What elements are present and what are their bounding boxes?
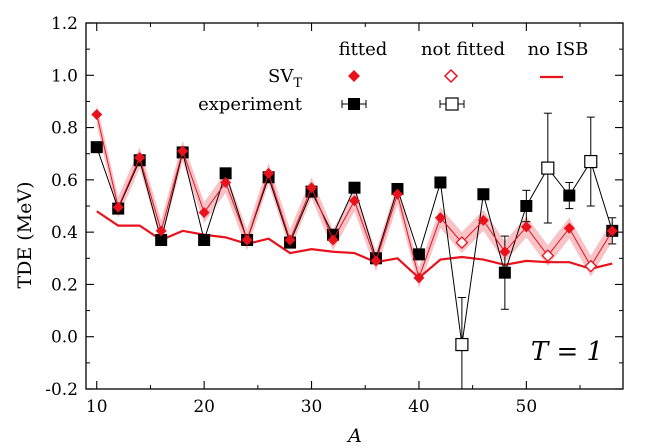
- experiment-point-fitted: [520, 200, 533, 212]
- experiment-point-not-fitted: [584, 154, 598, 169]
- legend-col-no-isb: no ISB: [528, 39, 589, 60]
- y-tick-label: 0.0: [51, 328, 78, 348]
- sv-point-fitted: [198, 207, 210, 219]
- sv-point-fitted: [91, 109, 103, 120]
- sv-point-fitted: [263, 167, 275, 179]
- experiment-point-fitted: [498, 266, 511, 279]
- sv-point-not-fitted: [541, 249, 555, 263]
- y-tick-label: -0.2: [45, 380, 78, 400]
- y-axis-title: TDE (MeV): [14, 181, 36, 288]
- experiment-point-fitted: [348, 181, 361, 194]
- x-tick-label: 50: [516, 397, 538, 417]
- sv-point-fitted: [284, 234, 296, 246]
- y-tick-label: 1.0: [51, 66, 78, 86]
- legend-col-not-fitted: not fitted: [421, 39, 505, 60]
- y-tick-label: 0.2: [51, 275, 78, 295]
- experiment-point-fitted: [434, 176, 447, 189]
- sv-point-fitted: [155, 225, 167, 237]
- legend-col-fitted: fitted: [339, 39, 388, 60]
- legend-row-sv-sub: T: [293, 76, 302, 91]
- legend-row-sv-main: SV: [268, 66, 294, 87]
- y-tick-label: 0.8: [51, 119, 78, 139]
- x-tick-label: 40: [408, 397, 430, 417]
- legend-row-experiment: experiment: [198, 94, 303, 115]
- sv-point-fitted: [434, 212, 446, 224]
- axis-frame-layer: [85, 22, 624, 390]
- sv-point-not-fitted: [584, 259, 598, 273]
- sv-point-fitted: [477, 214, 489, 226]
- sv-point-not-fitted: [455, 236, 469, 250]
- sv-point-fitted: [220, 176, 232, 188]
- experiment-point-fitted: [198, 233, 211, 246]
- sv-point-fitted: [391, 188, 403, 200]
- no-isb-line-layer: [96, 210, 613, 280]
- no-isb-line: [96, 210, 613, 280]
- sv-point-fitted: [499, 246, 511, 258]
- sv-point-fitted: [241, 234, 253, 246]
- experiment-point-fitted: [412, 248, 425, 261]
- sv-point-fitted: [520, 221, 532, 233]
- annotation-t-equals-1: T = 1: [531, 337, 603, 367]
- experiment-point-fitted: [477, 188, 490, 201]
- experiment-point-fitted: [563, 189, 576, 202]
- experiment-point-fitted: [155, 233, 168, 246]
- experiment-point-fitted: [90, 141, 103, 154]
- y-tick-label: 0.4: [51, 223, 78, 243]
- experiment-point-not-fitted: [541, 161, 555, 175]
- sv-point-fitted: [413, 272, 425, 284]
- sv-point-fitted: [563, 222, 575, 234]
- sv-point-fitted: [349, 195, 360, 207]
- sv-point-fitted: [177, 145, 189, 157]
- experiment-point-fitted: [219, 167, 232, 180]
- x-tick-label: 10: [86, 397, 108, 417]
- sv-point-fitted: [327, 234, 339, 246]
- experiment-point-not-fitted: [455, 337, 469, 352]
- annotation-text: T = 1: [531, 337, 603, 367]
- legend-exp-notfitted-symbol: [439, 97, 465, 111]
- sv-point-fitted: [370, 255, 382, 267]
- sv-point-fitted: [112, 201, 124, 213]
- legend: fitted not fitted no ISB SVT experiment: [198, 39, 588, 115]
- y-tick-label: 0.6: [51, 171, 78, 191]
- tick-label-layer: -0.2 0.0 0.2 0.4 0.6 0.8 1.0 1.2 10 20 30 40 50: [45, 14, 537, 417]
- x-axis-title: A: [346, 425, 362, 447]
- legend-sv-notfitted-diamond: [443, 68, 459, 84]
- x-tick-label: 30: [301, 397, 323, 417]
- sv-point-fitted: [606, 225, 618, 237]
- legend-sv-fitted-diamond: [348, 70, 360, 82]
- sv-point-fitted: [134, 152, 146, 164]
- y-tick-label: 1.2: [51, 14, 78, 34]
- legend-exp-fitted-symbol: [341, 98, 367, 110]
- x-tick-label: 20: [193, 397, 215, 417]
- sv-layer: [91, 109, 618, 284]
- legend-row-sv: SVT: [268, 66, 302, 91]
- sv-point-fitted: [306, 182, 318, 194]
